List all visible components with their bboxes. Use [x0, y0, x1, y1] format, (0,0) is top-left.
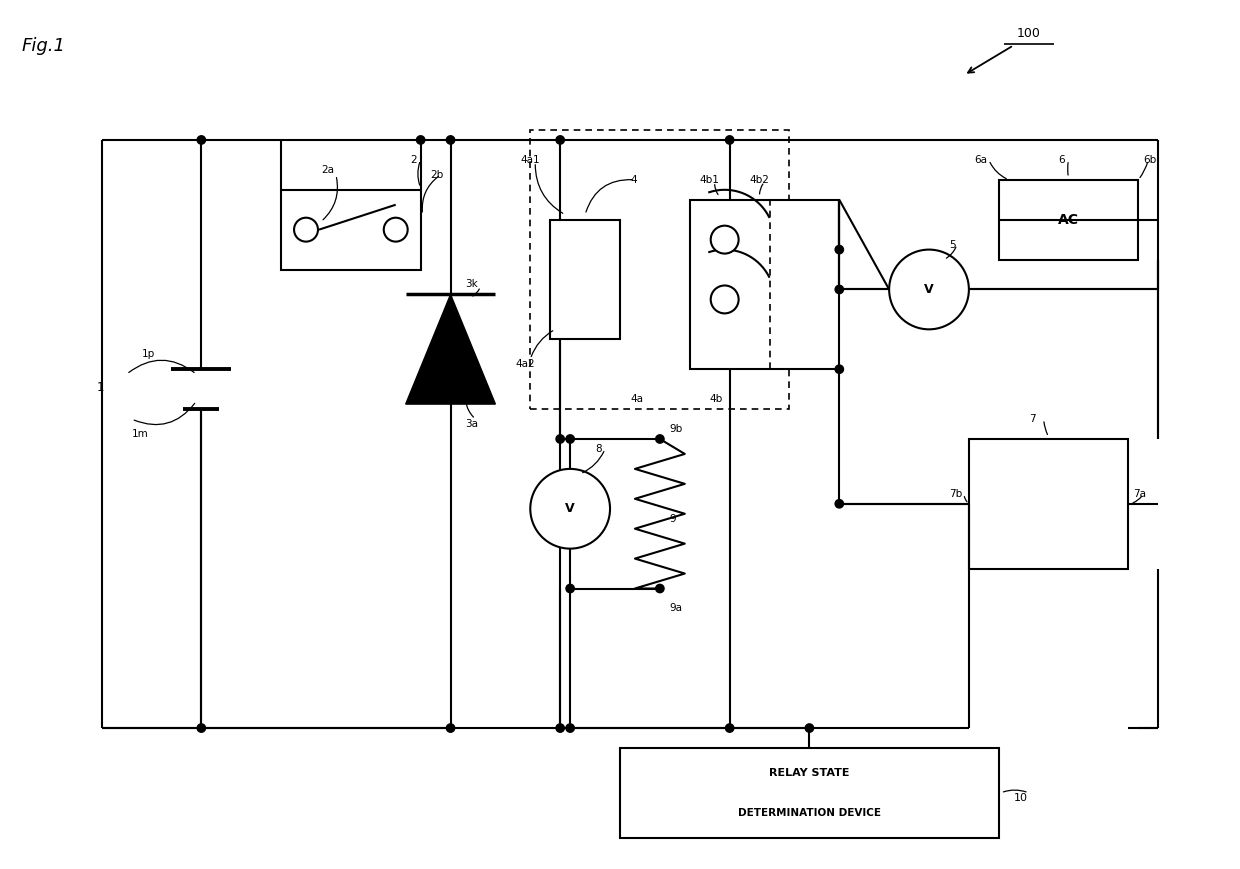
Circle shape	[383, 218, 408, 242]
Circle shape	[725, 724, 734, 733]
Circle shape	[197, 136, 206, 144]
Text: AC: AC	[1058, 213, 1079, 227]
Text: 4a2: 4a2	[516, 359, 534, 369]
Text: 6: 6	[1059, 155, 1065, 165]
Bar	[531, 130, 790, 409]
Text: 4b1: 4b1	[699, 175, 719, 185]
Bar	[998, 180, 1138, 260]
Text: 2b: 2b	[430, 169, 444, 180]
Circle shape	[889, 249, 968, 329]
Circle shape	[835, 500, 843, 508]
Text: DETERMINATION DEVICE: DETERMINATION DEVICE	[738, 808, 880, 818]
Bar	[968, 439, 1128, 568]
Text: 100: 100	[1017, 27, 1040, 40]
Text: 6a: 6a	[973, 155, 987, 165]
Circle shape	[294, 218, 317, 242]
Circle shape	[565, 584, 574, 593]
Polygon shape	[405, 295, 496, 404]
Bar	[620, 748, 998, 838]
Circle shape	[805, 724, 813, 733]
Text: 2a: 2a	[321, 165, 334, 175]
Text: 2: 2	[410, 155, 418, 165]
Circle shape	[835, 285, 843, 294]
Circle shape	[197, 724, 206, 733]
Circle shape	[531, 469, 610, 548]
Text: 9: 9	[670, 514, 677, 524]
Text: 4a: 4a	[630, 395, 644, 404]
Text: V: V	[924, 283, 934, 296]
Text: 4b2: 4b2	[750, 175, 770, 185]
Circle shape	[446, 136, 455, 144]
Text: 3k: 3k	[465, 280, 479, 289]
Text: 10: 10	[1014, 793, 1028, 803]
Circle shape	[711, 226, 739, 254]
Circle shape	[446, 724, 455, 733]
Text: 8: 8	[595, 444, 601, 454]
Circle shape	[656, 584, 665, 593]
Text: 1: 1	[97, 381, 104, 395]
Bar	[281, 189, 420, 269]
Circle shape	[565, 434, 574, 443]
Text: 3: 3	[465, 349, 472, 359]
Text: Fig.1: Fig.1	[22, 37, 66, 56]
Text: 1p: 1p	[141, 349, 155, 359]
Text: 9b: 9b	[670, 424, 683, 434]
Circle shape	[835, 365, 843, 374]
Text: 7: 7	[1029, 414, 1035, 424]
Circle shape	[417, 136, 425, 144]
Circle shape	[556, 136, 564, 144]
Text: 4b: 4b	[709, 395, 723, 404]
Circle shape	[725, 136, 734, 144]
Text: 1m: 1m	[131, 429, 149, 439]
Circle shape	[556, 724, 564, 733]
Bar	[689, 200, 839, 369]
Circle shape	[565, 724, 574, 733]
Circle shape	[711, 286, 739, 314]
Circle shape	[556, 434, 564, 443]
Text: 6b: 6b	[1143, 155, 1157, 165]
Text: 7b: 7b	[949, 488, 962, 499]
Text: 3a: 3a	[465, 419, 479, 429]
Circle shape	[656, 434, 665, 443]
Text: 4a1: 4a1	[521, 155, 539, 165]
Text: 7a: 7a	[1133, 488, 1146, 499]
Text: 4: 4	[630, 175, 636, 185]
Text: RELAY STATE: RELAY STATE	[769, 768, 849, 778]
Text: 9a: 9a	[670, 603, 683, 614]
Text: V: V	[565, 502, 575, 515]
Bar	[551, 220, 620, 339]
Text: 5: 5	[949, 240, 956, 249]
Circle shape	[835, 245, 843, 254]
